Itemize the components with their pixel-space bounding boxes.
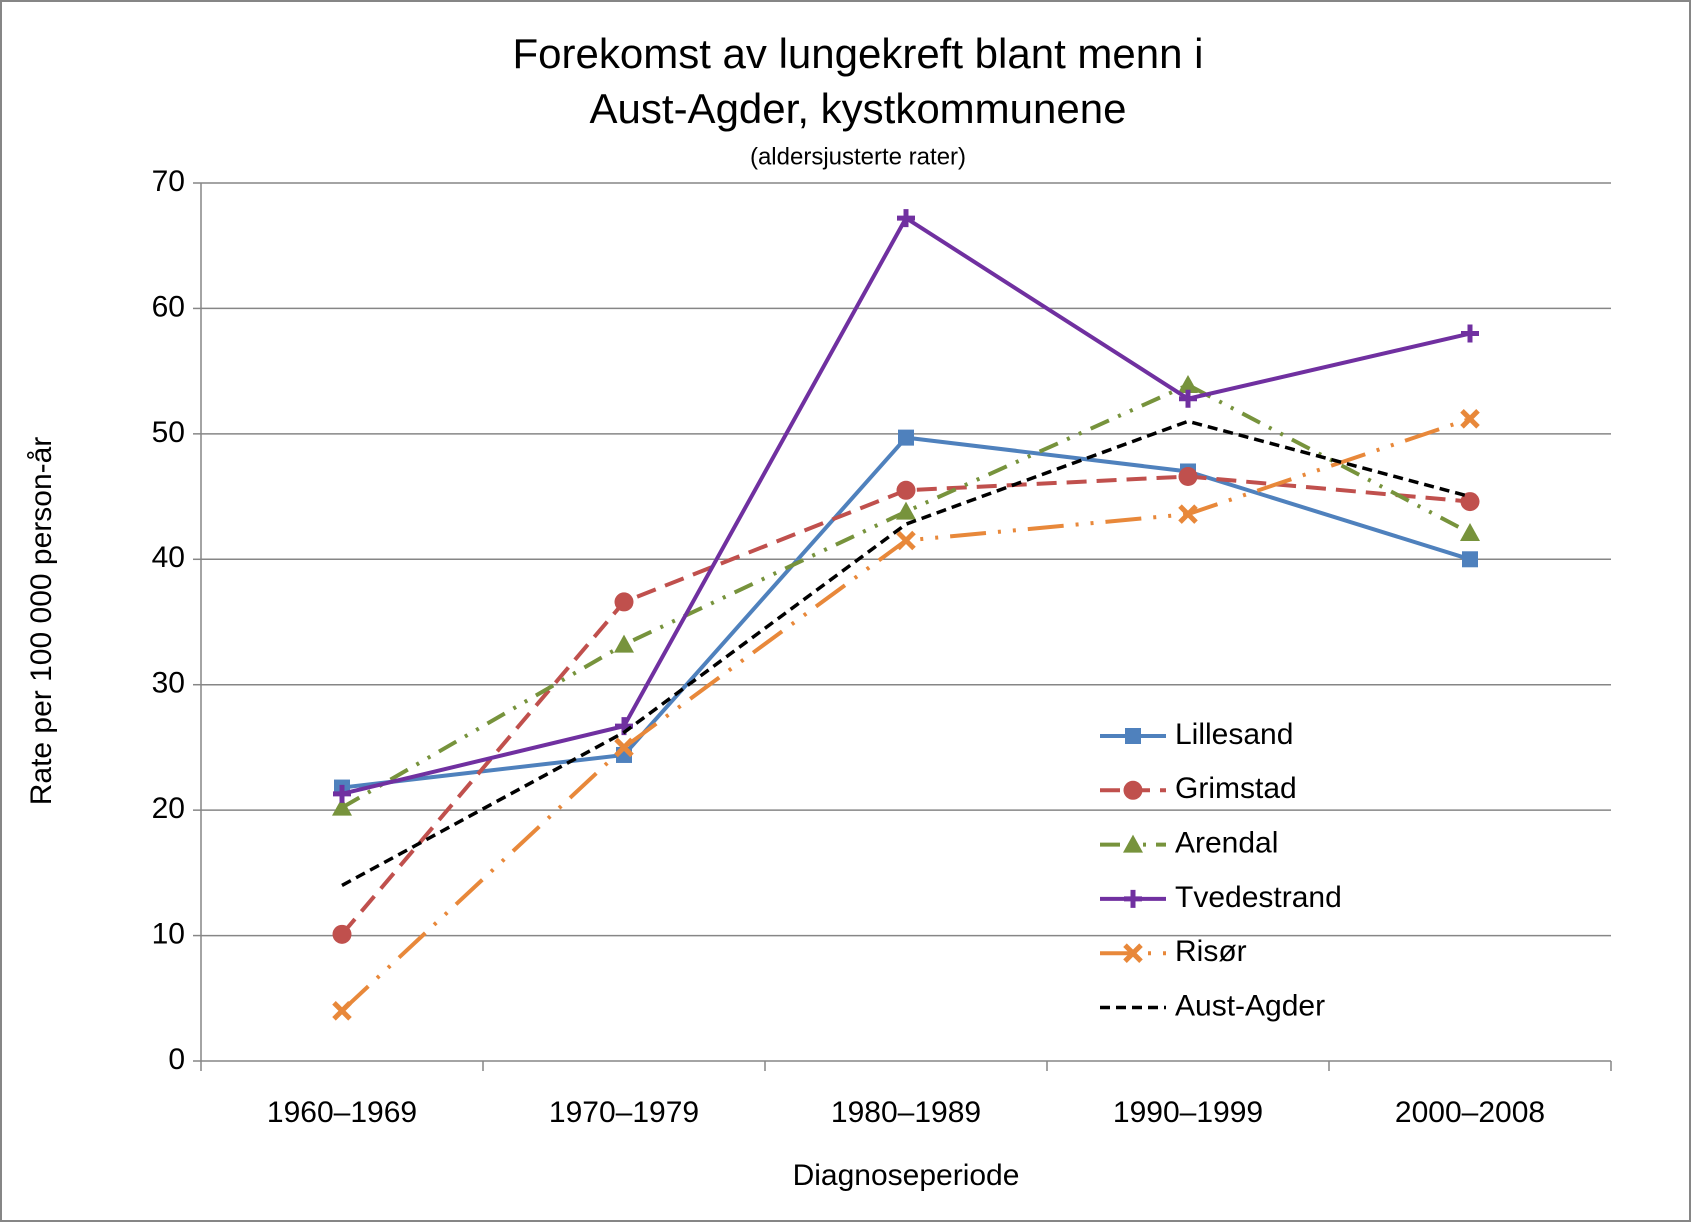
marker [1179, 389, 1197, 408]
x-tick-label: 1980–1989 [831, 1096, 981, 1129]
y-tick-label: 20 [152, 792, 185, 825]
marker [1125, 728, 1141, 744]
x-axis-label: Diagnoseperiode [793, 1159, 1020, 1192]
series [332, 467, 1480, 944]
marker [1461, 324, 1479, 343]
marker [897, 209, 915, 228]
marker [614, 737, 634, 758]
y-tick-label: 0 [168, 1043, 185, 1076]
x-tick-label: 1960–1969 [267, 1096, 417, 1129]
series [332, 374, 1480, 816]
marker [1124, 889, 1142, 908]
chart-subtitle: (aldersjusterte rater) [750, 143, 966, 170]
marker [332, 797, 352, 816]
marker [1460, 492, 1480, 512]
chart-title: Forekomst av lungekreft blant menn i [513, 30, 1204, 77]
marker [1123, 780, 1143, 800]
marker [1462, 551, 1478, 568]
marker [332, 1001, 352, 1021]
marker [1178, 374, 1198, 393]
legend-label: Arendal [1175, 827, 1278, 860]
marker [333, 784, 351, 803]
legend-label: Grimstad [1175, 772, 1297, 805]
legend-label: Risør [1175, 935, 1247, 968]
chart-title: Aust-Agder, kystkommunene [590, 85, 1127, 132]
y-tick-label: 40 [152, 541, 185, 574]
legend-label: Lillesand [1175, 718, 1293, 751]
x-tick-label: 1970–1979 [549, 1096, 699, 1129]
legend-label: Tvedestrand [1175, 881, 1342, 914]
series-line [340, 382, 1471, 810]
marker [1460, 409, 1480, 429]
y-tick-label: 50 [152, 416, 185, 449]
marker [896, 480, 916, 500]
marker [1123, 943, 1143, 963]
y-tick-label: 10 [152, 917, 185, 950]
marker [1178, 467, 1198, 487]
y-tick-label: 30 [152, 667, 185, 700]
marker [1123, 834, 1143, 853]
marker [896, 530, 916, 551]
x-tick-label: 2000–2008 [1395, 1096, 1545, 1129]
marker [614, 592, 634, 612]
marker [332, 924, 352, 944]
x-tick-label: 1990–1999 [1113, 1096, 1263, 1129]
marker [898, 429, 914, 446]
legend-label: Aust-Agder [1175, 989, 1325, 1022]
marker [1178, 504, 1198, 524]
series [332, 409, 1480, 1021]
y-tick-label: 60 [152, 290, 185, 323]
marker [614, 634, 634, 653]
marker [1460, 522, 1480, 541]
marker [896, 501, 916, 520]
series-line [341, 419, 1471, 887]
y-axis-label: Rate per 100 000 person-år [25, 437, 58, 806]
y-tick-label: 70 [152, 165, 185, 198]
series [341, 419, 1471, 887]
